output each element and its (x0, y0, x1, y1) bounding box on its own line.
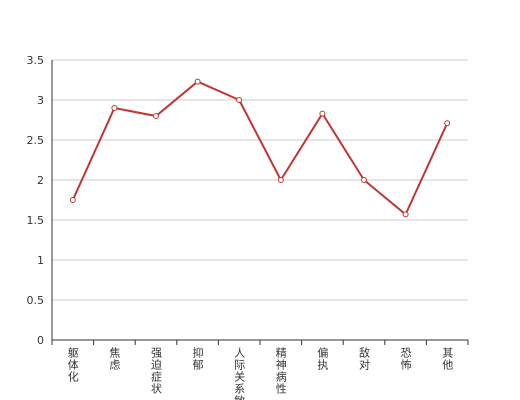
point (69, 197, 76, 203)
point (153, 113, 159, 119)
point (319, 110, 326, 117)
y-tick-label: 1 (37, 254, 44, 267)
x-tick-label: 精神病性 (274, 347, 287, 395)
y-tick-label: 0.5 (27, 294, 45, 307)
x-tick-label: 敌对 (358, 346, 371, 371)
point (194, 78, 201, 85)
point (277, 177, 284, 183)
point (402, 211, 409, 218)
x-tick-label: 其他 (441, 347, 454, 371)
x-tick-label: 强迫症状 (150, 347, 163, 395)
point (111, 105, 118, 111)
x-tick-label: 偏执 (316, 346, 329, 371)
x-tick-label: 恐怖 (399, 347, 412, 371)
point (236, 97, 243, 103)
y-tick-label: 3 (37, 94, 44, 107)
line (71, 80, 449, 217)
x-tick-label: 焦虑 (108, 347, 121, 371)
y-tick-label: 2.5 (27, 134, 45, 147)
x-tick-label: 抑郁 (191, 346, 204, 371)
y-tick-label: 2 (37, 174, 44, 187)
y-tick-label: 1.5 (27, 214, 45, 227)
y-tick-label: 0 (37, 334, 44, 347)
x-tick-label: 躯体化 (66, 347, 79, 383)
y-tick-label: 3.5 (27, 54, 45, 67)
point (444, 120, 451, 127)
x-tick-label: 人际关系敏感 (233, 347, 246, 400)
point (361, 177, 367, 183)
